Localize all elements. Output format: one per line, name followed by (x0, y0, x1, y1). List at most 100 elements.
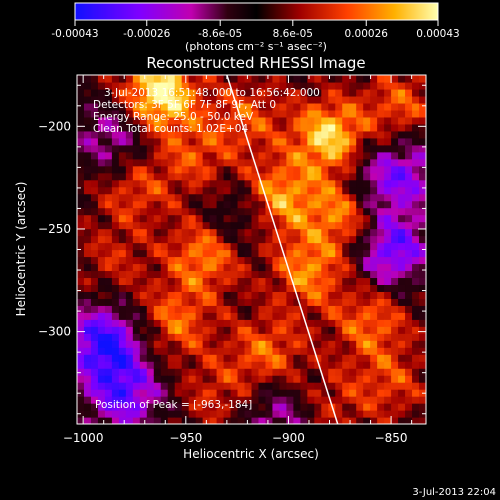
heatmap-cell (419, 242, 426, 251)
heatmap-cell (167, 375, 176, 383)
heatmap-cell (125, 375, 134, 383)
heatmap-cell (321, 354, 329, 362)
heatmap-cell (83, 312, 92, 320)
heatmap-cell (370, 95, 378, 104)
heatmap-cell (160, 305, 169, 313)
heatmap-cell (111, 95, 120, 104)
heatmap-cell (125, 95, 134, 104)
heatmap-cell (398, 116, 406, 125)
heatmap-cell (195, 207, 204, 216)
heatmap-cell (293, 347, 301, 355)
heatmap-cell (97, 298, 106, 306)
heatmap-cell (412, 186, 420, 195)
heatmap-cell (356, 249, 364, 258)
heatmap-cell (195, 200, 204, 209)
heatmap-cell (188, 396, 197, 404)
heatmap-cell (223, 207, 232, 216)
heatmap-cell (391, 333, 399, 341)
heatmap-cell (160, 312, 169, 320)
heatmap-cell (300, 116, 308, 125)
heatmap-cell (363, 284, 371, 292)
heatmap-cell (300, 277, 308, 285)
heatmap-cell (209, 312, 218, 320)
heatmap-cell (237, 354, 246, 362)
heatmap-cell (419, 319, 426, 327)
heatmap-cell (286, 368, 294, 376)
heatmap-cell (118, 396, 127, 404)
heatmap-cell (132, 298, 141, 306)
heatmap-cell (125, 221, 134, 230)
heatmap-cell (118, 75, 127, 83)
heatmap-cell (356, 235, 364, 244)
heatmap-cell (328, 368, 336, 376)
heatmap-cell (258, 228, 267, 237)
heatmap-cell (391, 193, 399, 202)
heatmap-cell (132, 214, 141, 223)
heatmap-cell (419, 368, 426, 376)
heatmap-cell (321, 375, 329, 383)
heatmap-cell (307, 144, 315, 153)
heatmap-cell (391, 200, 399, 209)
heatmap-cell (77, 144, 85, 153)
heatmap-cell (83, 75, 92, 76)
heatmap-cell (77, 263, 85, 272)
heatmap-cell (202, 375, 211, 383)
heatmap-cell (223, 403, 232, 411)
heatmap-cell (251, 109, 260, 118)
heatmap-cell (419, 396, 426, 404)
heatmap-cell (195, 228, 204, 237)
heatmap-cell (384, 193, 392, 202)
heatmap-cell (293, 249, 301, 258)
heatmap-cell (328, 326, 336, 334)
heatmap-cell (202, 291, 211, 299)
heatmap-cell (97, 130, 106, 139)
heatmap-cell (258, 116, 267, 125)
heatmap-cell (216, 193, 225, 202)
heatmap-cell (104, 179, 113, 188)
heatmap-cell (398, 75, 406, 76)
heatmap-cell (412, 396, 420, 404)
heatmap-cell (230, 207, 239, 216)
heatmap-cell (321, 228, 329, 237)
heatmap-cell (237, 242, 246, 251)
heatmap-cell (230, 81, 239, 90)
heatmap-cell (118, 179, 127, 188)
heatmap-cell (181, 158, 190, 167)
heatmap-cell (97, 75, 106, 76)
heatmap-cell (195, 151, 204, 160)
heatmap-cell (167, 123, 176, 132)
heatmap-cell (286, 214, 294, 223)
heatmap-cell (300, 354, 308, 362)
heatmap-cell (412, 109, 420, 118)
heatmap-cell (356, 417, 364, 424)
heatmap-cell (174, 361, 183, 369)
heatmap-cell (356, 382, 364, 390)
heatmap-cell (77, 123, 85, 132)
heatmap-cell (314, 200, 322, 209)
heatmap-cell (370, 396, 378, 404)
heatmap-cell (335, 193, 343, 202)
heatmap-cell (97, 228, 106, 237)
heatmap-cell (258, 207, 267, 216)
heatmap-cell (342, 186, 350, 195)
heatmap-cell (174, 389, 183, 397)
heatmap-cell (195, 410, 204, 418)
colorbar-unit-label: (photons cm⁻² s⁻¹ asec⁻²) (185, 40, 327, 53)
heatmap-cell (293, 214, 301, 223)
heatmap-cell (174, 326, 183, 334)
heatmap-cell (146, 109, 155, 118)
heatmap-cell (132, 361, 141, 369)
heatmap-cell (195, 158, 204, 167)
heatmap-cell (265, 95, 274, 104)
heatmap-cell (146, 214, 155, 223)
heatmap-cell (342, 130, 350, 139)
heatmap-cell (279, 256, 287, 265)
heatmap-cell (237, 102, 246, 111)
heatmap-cell (377, 165, 385, 174)
heatmap-cell (286, 277, 294, 285)
heatmap-cell (384, 172, 392, 181)
heatmap-cell (251, 123, 260, 132)
heatmap-cell (321, 165, 329, 174)
heatmap-cell (349, 179, 357, 188)
heatmap-cell (363, 256, 371, 265)
